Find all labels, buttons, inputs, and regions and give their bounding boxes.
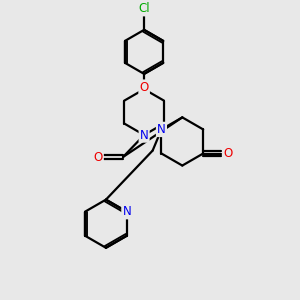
Text: O: O xyxy=(223,147,232,160)
Text: N: N xyxy=(122,205,131,218)
Text: N: N xyxy=(140,128,148,142)
Text: Cl: Cl xyxy=(138,2,150,15)
Text: O: O xyxy=(140,81,149,94)
Text: O: O xyxy=(93,151,103,164)
Text: N: N xyxy=(157,123,166,136)
